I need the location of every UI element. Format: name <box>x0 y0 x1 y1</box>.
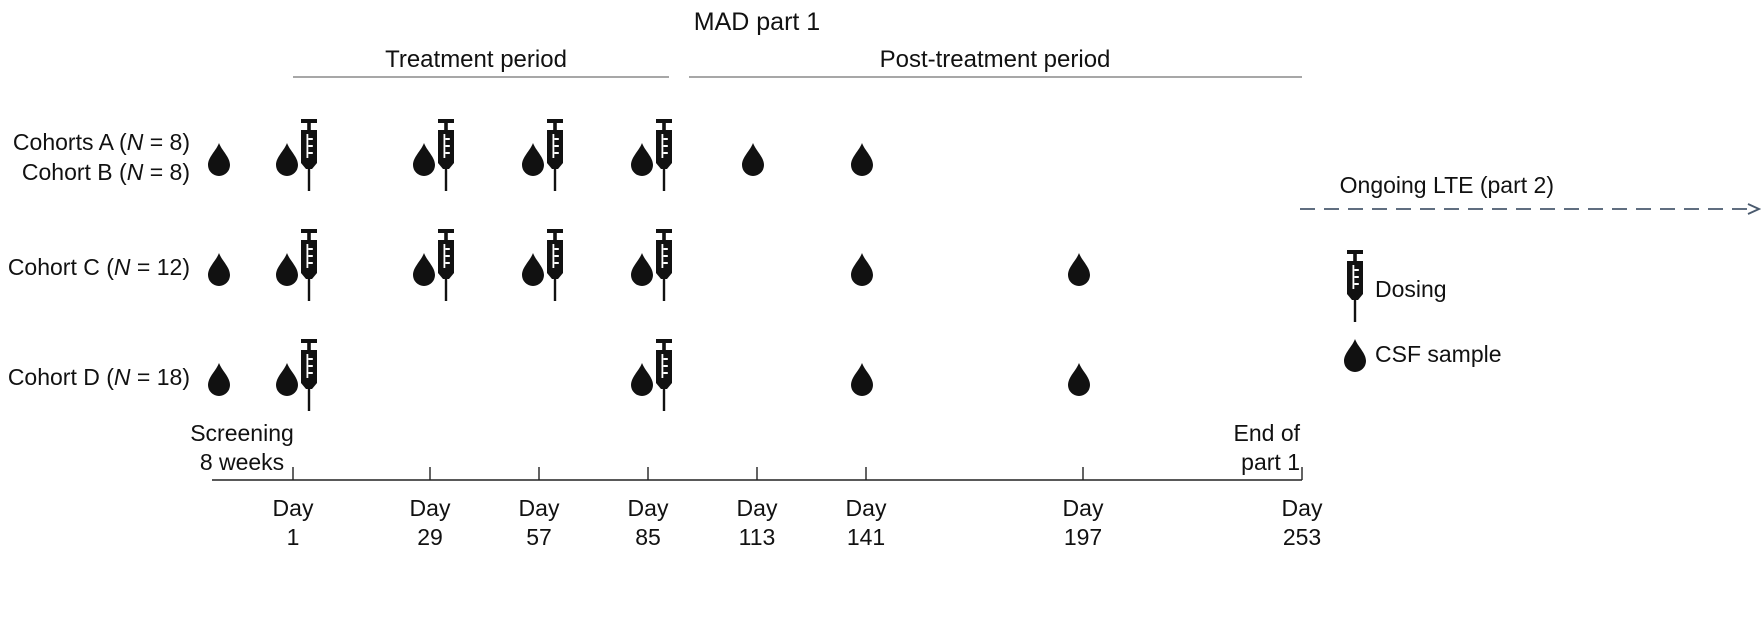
day-label-253: Day <box>1282 495 1323 521</box>
cohort-labels: Cohorts A (N = 8) Cohort B (N = 8) Cohor… <box>8 129 190 390</box>
day-label-1: Day <box>273 495 314 521</box>
day-value-85: 85 <box>635 524 661 550</box>
csf-droplet-icon-d-day-197 <box>1068 363 1090 396</box>
syringe-icon-ab-day-85 <box>656 119 672 191</box>
day-value-1: 1 <box>287 524 300 550</box>
csf-droplet-icon-ab-day-113 <box>742 143 764 176</box>
end-of-part-label-2: part 1 <box>1241 449 1300 475</box>
syringe-icon-d-day-1 <box>301 339 317 411</box>
lte-label: Ongoing LTE (part 2) <box>1340 172 1554 198</box>
screening-label: Screening <box>190 420 294 446</box>
day-label-29: Day <box>410 495 451 521</box>
diagram-title: MAD part 1 <box>694 8 820 36</box>
day-label-57: Day <box>519 495 560 521</box>
legend-dosing-label: Dosing <box>1375 276 1447 302</box>
csf-droplet-icon-d-day-85 <box>631 363 653 396</box>
cohort-label-b: Cohort B (N = 8) <box>22 159 190 185</box>
cohort-label-c: Cohort C (N = 12) <box>8 254 190 280</box>
syringe-icon-c-day-29 <box>438 229 454 301</box>
csf-droplet-icon-c-day-141 <box>851 253 873 286</box>
csf-droplet-icon-d-day-1 <box>276 363 298 396</box>
csf-droplet-icon-d-screening <box>208 363 230 396</box>
lte-arrowhead-icon <box>1747 203 1761 215</box>
day-value-29: 29 <box>417 524 443 550</box>
screening-duration: 8 weeks <box>200 449 284 475</box>
syringe-icon-ab-day-1 <box>301 119 317 191</box>
day-value-113: 113 <box>739 524 776 550</box>
syringe-icon-c-day-57 <box>547 229 563 301</box>
treatment-period-label: Treatment period <box>385 46 567 73</box>
syringe-icon-c-day-85 <box>656 229 672 301</box>
csf-droplet-icon-ab-day-141 <box>851 143 873 176</box>
csf-droplet-icon-ab-day-1 <box>276 143 298 176</box>
csf-droplet-icon-c-day-197 <box>1068 253 1090 286</box>
cohort-label-a: Cohorts A (N = 8) <box>13 129 190 155</box>
syringe-icon-ab-day-57 <box>547 119 563 191</box>
day-value-57: 57 <box>526 524 552 550</box>
cohort-label-d: Cohort D (N = 18) <box>8 364 190 390</box>
schedule-icons <box>208 119 1090 411</box>
syringe-icon-d-day-85 <box>656 339 672 411</box>
csf-droplet-icon-ab-day-57 <box>522 143 544 176</box>
csf-droplet-icon-c-day-57 <box>522 253 544 286</box>
syringe-icon-ab-day-29 <box>438 119 454 191</box>
csf-droplet-icon-ab-screening <box>208 143 230 176</box>
legend: Dosing CSF sample <box>1344 250 1502 372</box>
csf-droplet-icon-c-day-29 <box>413 253 435 286</box>
timeline-ticks <box>292 467 1303 480</box>
day-label-113: Day <box>737 495 778 521</box>
csf-droplet-icon-ab-day-85 <box>631 143 653 176</box>
csf-droplet-icon-c-day-85 <box>631 253 653 286</box>
legend-syringe-icon <box>1347 250 1363 322</box>
post-treatment-period-label: Post-treatment period <box>880 46 1111 73</box>
csf-droplet-icon-c-day-1 <box>276 253 298 286</box>
day-label-85: Day <box>628 495 669 521</box>
csf-droplet-icon-c-screening <box>208 253 230 286</box>
end-of-part-label: End of <box>1234 420 1301 446</box>
timeline-day-labels: Day 1 Day 29 Day 57 Day 85 Day 113 Day 141 Day 197 Day… <box>273 495 1323 550</box>
day-label-197: Day <box>1063 495 1104 521</box>
csf-droplet-icon-ab-day-29 <box>413 143 435 176</box>
day-label-141: Day <box>846 495 887 521</box>
day-value-197: 197 <box>1064 524 1102 550</box>
legend-droplet-icon <box>1344 339 1366 372</box>
day-value-253: 253 <box>1283 524 1321 550</box>
csf-droplet-icon-d-day-141 <box>851 363 873 396</box>
day-value-141: 141 <box>847 524 885 550</box>
syringe-icon-c-day-1 <box>301 229 317 301</box>
legend-csf-label: CSF sample <box>1375 341 1502 367</box>
